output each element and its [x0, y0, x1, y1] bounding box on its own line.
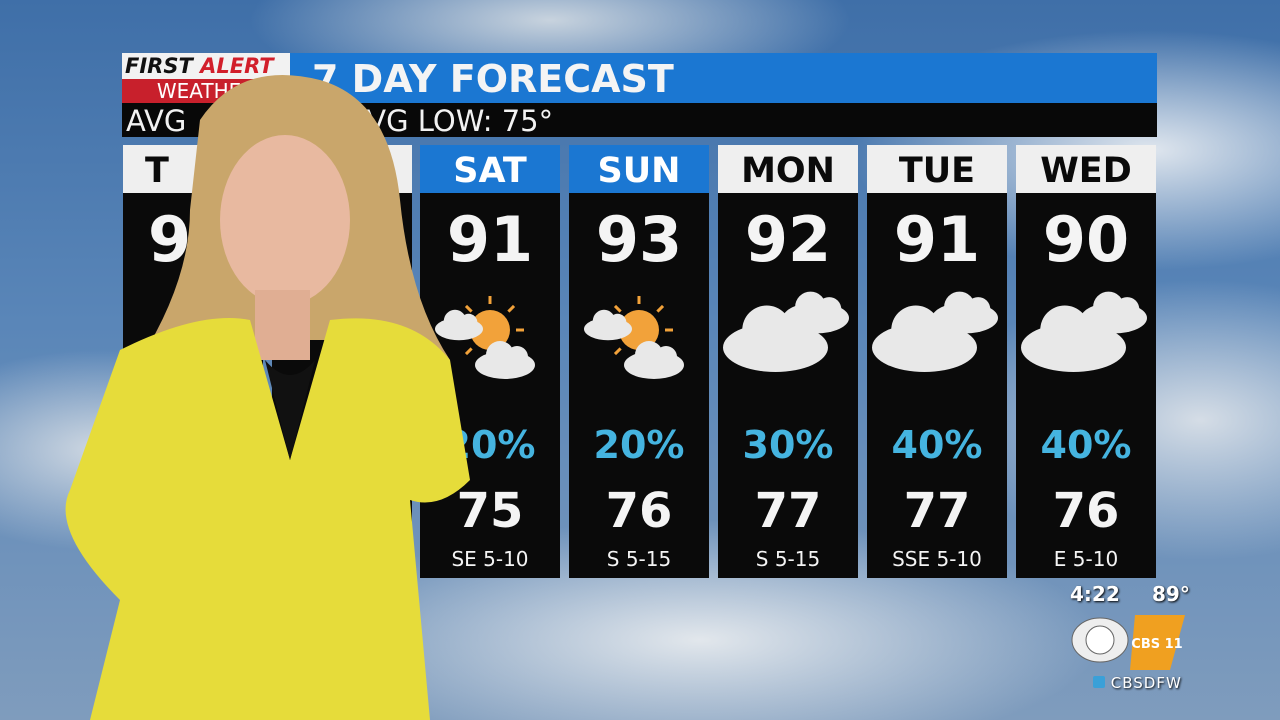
wind: SE 5-10 — [451, 547, 529, 571]
high-temp: 91 — [893, 203, 981, 276]
rain-chance: 40% — [1040, 423, 1132, 467]
low-temp: 77 — [754, 483, 822, 539]
cloudy-icon — [1021, 291, 1147, 372]
day-label: TUE — [867, 145, 1007, 193]
cbs11-logo: CBS 11 — [1071, 615, 1185, 670]
day-column: TUE 91 40% 77 SSE 5-10 — [867, 145, 1007, 578]
time-readout: 4:22 — [1070, 582, 1120, 606]
high-temp: 90 — [1042, 203, 1130, 276]
logo-alert: ALERT — [200, 54, 274, 78]
low-temp: 76 — [1052, 483, 1120, 539]
station-name: CBS 11 — [1131, 637, 1182, 652]
rain-chance: 30% — [742, 423, 834, 467]
wind: S 5-15 — [755, 547, 821, 571]
high-temp: 92 — [744, 203, 832, 276]
low-temp: 76 — [605, 483, 673, 539]
rain-chance: 20% — [593, 423, 685, 467]
high-temp: 93 — [595, 203, 683, 276]
cloudy-icon — [872, 291, 998, 372]
wind: SSE 5-10 — [892, 547, 982, 571]
rain-chance: 40% — [891, 423, 983, 467]
day-column: WED 90 40% 76 E 5-10 — [1016, 145, 1156, 578]
day-column: SUN 93 20% 76 S 5-15 — [569, 145, 709, 578]
presenter — [65, 75, 471, 720]
logo-first: FIRST — [125, 54, 193, 78]
wind: S 5-15 — [606, 547, 672, 571]
twitter-handle: CBSDFW — [1093, 674, 1182, 692]
cloudy-icon — [723, 291, 849, 372]
high-temp: 91 — [446, 203, 534, 276]
avg-high: AVG — [126, 104, 187, 138]
day-label: MON — [718, 145, 858, 193]
day-column: MON 92 30% 77 S 5-15 — [718, 145, 858, 578]
forecast-title: 7 DAY FORECAST — [290, 53, 1157, 103]
day-label: WED — [1016, 145, 1156, 193]
current-temp-readout: 89° — [1152, 582, 1190, 606]
partly-sunny-icon — [584, 296, 684, 379]
day-label: SAT — [420, 145, 560, 193]
twitter-icon — [1093, 676, 1105, 688]
low-temp: 77 — [903, 483, 971, 539]
wind: E 5-10 — [1053, 547, 1119, 571]
low-temp: 75 — [456, 483, 524, 539]
handle-text: CBSDFW — [1110, 674, 1182, 692]
day-label: SUN — [569, 145, 709, 193]
partly-sunny-icon — [435, 296, 535, 379]
